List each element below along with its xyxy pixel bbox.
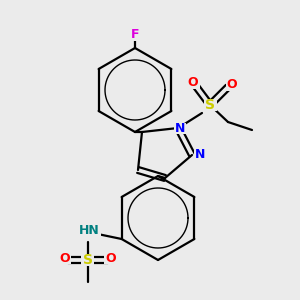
Text: O: O: [105, 251, 116, 265]
Text: S: S: [82, 253, 93, 267]
Text: HN: HN: [79, 224, 100, 238]
FancyBboxPatch shape: [174, 122, 186, 134]
Text: F: F: [131, 28, 139, 40]
Text: O: O: [188, 76, 198, 89]
FancyBboxPatch shape: [104, 253, 117, 263]
FancyBboxPatch shape: [79, 224, 101, 238]
Text: N: N: [175, 122, 185, 134]
FancyBboxPatch shape: [128, 28, 142, 40]
FancyBboxPatch shape: [187, 77, 200, 88]
Text: S: S: [205, 98, 215, 112]
FancyBboxPatch shape: [203, 99, 217, 111]
Text: N: N: [195, 148, 205, 161]
FancyBboxPatch shape: [226, 80, 238, 91]
Text: O: O: [59, 251, 70, 265]
FancyBboxPatch shape: [58, 253, 71, 263]
Text: O: O: [227, 79, 237, 92]
FancyBboxPatch shape: [194, 149, 206, 161]
FancyBboxPatch shape: [81, 254, 94, 266]
